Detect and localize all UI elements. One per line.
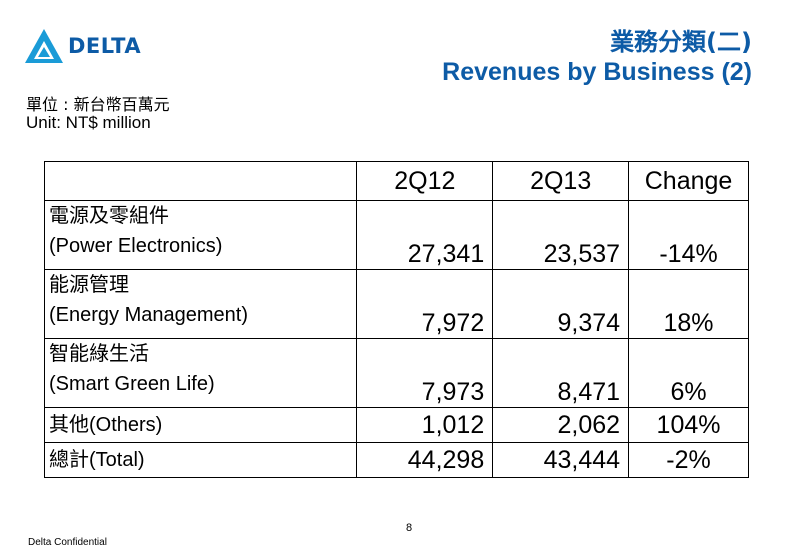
row-label: 其他(Others) [43,407,358,443]
header-cell-change: Change [628,161,749,201]
row-label: 電源及零組件 (Power Electronics) [43,200,358,270]
value-change: 18% [628,269,749,339]
confidential-footer: Delta Confidential [28,537,107,548]
header-cell-2q12: 2Q12 [356,161,494,201]
table-row: 其他(Others) 1,012 2,062 104% [43,407,749,443]
value-2q13: 43,444 [492,442,630,478]
row-label-english: (Power Electronics) [49,235,223,257]
row-label-chinese: 智能綠生活 [49,343,149,365]
page-title-english: Revenues by Business (2) [442,58,752,86]
table-total-row: 總計(Total) 44,298 43,444 -2% [43,442,749,478]
value-2q12: 7,973 [356,338,494,408]
delta-logo: DELTA [24,28,141,64]
value-2q12: 7,972 [356,269,494,339]
value-change: -14% [628,200,749,270]
value-2q13: 2,062 [492,407,630,443]
row-label: 能源管理 (Energy Management) [43,269,358,339]
row-label-chinese: 電源及零組件 [49,205,169,227]
value-2q13: 23,537 [492,200,630,270]
table-row: 智能綠生活 (Smart Green Life) 7,973 8,471 6% [43,338,749,408]
revenue-table: 2Q12 2Q13 Change 電源及零組件 (Power Electroni… [43,161,749,478]
row-label: 總計(Total) [43,442,358,478]
value-2q13: 9,374 [492,269,630,339]
row-label-english: (Smart Green Life) [49,373,215,395]
table-row: 能源管理 (Energy Management) 7,972 9,374 18% [43,269,749,339]
value-2q12: 44,298 [356,442,494,478]
row-label-chinese: 能源管理 [49,274,129,296]
table-row: 電源及零組件 (Power Electronics) 27,341 23,537… [43,200,749,270]
value-2q12: 1,012 [356,407,494,443]
value-2q12: 27,341 [356,200,494,270]
page-title-chinese: 業務分類(二) [610,28,752,56]
row-label: 智能綠生活 (Smart Green Life) [43,338,358,408]
row-label-english: (Energy Management) [49,304,248,326]
value-2q13: 8,471 [492,338,630,408]
header-cell-2q13: 2Q13 [492,161,630,201]
delta-triangle-icon [25,29,63,63]
header-cell-empty [43,161,358,201]
page-number: 8 [406,522,413,534]
unit-label-english: Unit: NT$ million [26,113,151,132]
unit-label-chinese: 單位 : 新台幣百萬元 [26,95,170,114]
table-header-row: 2Q12 2Q13 Change [43,161,749,201]
value-change: 6% [628,338,749,408]
value-change: 104% [628,407,749,443]
logo-text: DELTA [68,33,142,58]
value-change: -2% [628,442,749,478]
